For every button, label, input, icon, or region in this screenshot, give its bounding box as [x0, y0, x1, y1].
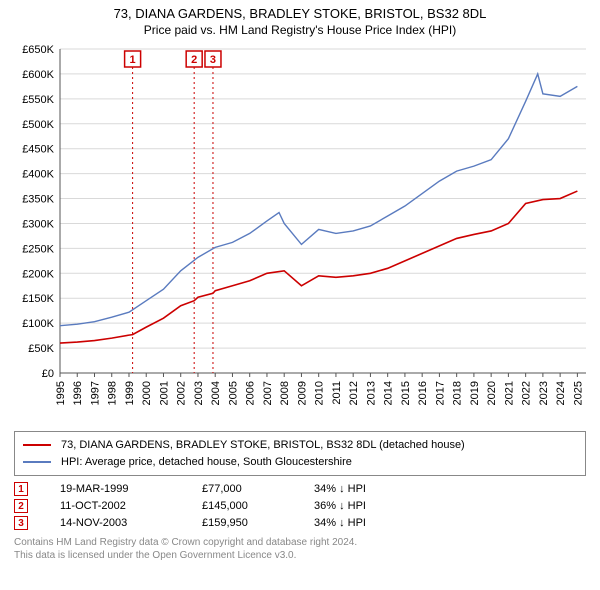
- event-marker: 1: [14, 482, 28, 496]
- xtick-label: 2020: [486, 381, 498, 405]
- legend-swatch: [23, 461, 51, 463]
- event-date: 19-MAR-1999: [60, 483, 170, 495]
- event-date: 11-OCT-2002: [60, 500, 170, 512]
- xtick-label: 2016: [417, 381, 429, 405]
- ytick-label: £300K: [22, 218, 54, 230]
- ytick-label: £350K: [22, 194, 54, 206]
- ytick-label: £550K: [22, 94, 54, 106]
- xtick-label: 2021: [503, 381, 515, 405]
- event-pct: 34% ↓ HPI: [314, 517, 404, 529]
- ytick-label: £100K: [22, 318, 54, 330]
- xtick-label: 2012: [348, 381, 360, 405]
- ytick-label: £150K: [22, 293, 54, 305]
- ytick-label: £0: [42, 368, 54, 380]
- footer-attribution: Contains HM Land Registry data © Crown c…: [14, 536, 586, 562]
- footer-line2: This data is licensed under the Open Gov…: [14, 549, 586, 562]
- event-marker-num: 3: [210, 54, 216, 66]
- ytick-label: £600K: [22, 69, 54, 81]
- xtick-label: 2008: [279, 381, 291, 405]
- ytick-label: £450K: [22, 144, 54, 156]
- event-price: £159,950: [202, 517, 282, 529]
- xtick-label: 2007: [262, 381, 274, 405]
- xtick-label: 2017: [434, 381, 446, 405]
- ytick-label: £250K: [22, 243, 54, 255]
- xtick-label: 2011: [331, 381, 343, 405]
- legend-box: 73, DIANA GARDENS, BRADLEY STOKE, BRISTO…: [14, 431, 586, 476]
- event-price: £77,000: [202, 483, 282, 495]
- xtick-label: 2000: [141, 381, 153, 405]
- xtick-label: 1995: [55, 381, 67, 405]
- legend-swatch: [23, 444, 51, 446]
- xtick-label: 2004: [210, 381, 222, 405]
- event-marker-num: 1: [130, 54, 136, 66]
- xtick-label: 2005: [227, 381, 239, 405]
- event-marker: 3: [14, 516, 28, 530]
- legend-label: 73, DIANA GARDENS, BRADLEY STOKE, BRISTO…: [61, 437, 465, 454]
- xtick-label: 1999: [124, 381, 136, 405]
- event-row: 1 19-MAR-1999 £77,000 34% ↓ HPI: [14, 482, 586, 496]
- xtick-label: 2003: [193, 381, 205, 405]
- xtick-label: 1997: [89, 381, 101, 405]
- series-property: [60, 191, 577, 343]
- xtick-label: 2024: [555, 381, 567, 405]
- xtick-label: 1996: [72, 381, 84, 405]
- xtick-label: 2022: [521, 381, 533, 405]
- xtick-label: 1998: [107, 381, 119, 405]
- chart-area: £0 £50K £100K £150K £200K £250K £300K £350K £400…: [10, 43, 590, 423]
- ytick-label: £650K: [22, 44, 54, 56]
- line-chart-svg: £0 £50K £100K £150K £200K £250K £300K £350K £400…: [10, 43, 590, 423]
- series-hpi: [60, 74, 577, 326]
- chart-subtitle: Price paid vs. HM Land Registry's House …: [10, 23, 590, 37]
- xtick-label: 2010: [314, 381, 326, 405]
- xtick-label: 2025: [572, 381, 584, 405]
- xtick-label: 2023: [538, 381, 550, 405]
- ytick-label: £200K: [22, 268, 54, 280]
- footer-line1: Contains HM Land Registry data © Crown c…: [14, 536, 586, 549]
- ytick-label: £400K: [22, 169, 54, 181]
- xtick-label: 2015: [400, 381, 412, 405]
- xtick-label: 2009: [296, 381, 308, 405]
- ytick-label: £50K: [28, 343, 54, 355]
- event-row: 2 11-OCT-2002 £145,000 36% ↓ HPI: [14, 499, 586, 513]
- xtick-label: 2002: [176, 381, 188, 405]
- event-marker: 2: [14, 499, 28, 513]
- event-marker-num: 2: [191, 54, 197, 66]
- xtick-label: 2006: [245, 381, 257, 405]
- chart-title: 73, DIANA GARDENS, BRADLEY STOKE, BRISTO…: [10, 6, 590, 21]
- xtick-label: 2014: [383, 381, 395, 405]
- event-price: £145,000: [202, 500, 282, 512]
- xtick-label: 2001: [158, 381, 170, 405]
- ytick-label: £500K: [22, 119, 54, 131]
- xtick-label: 2019: [469, 381, 481, 405]
- legend-row: 73, DIANA GARDENS, BRADLEY STOKE, BRISTO…: [23, 437, 577, 454]
- event-date: 14-NOV-2003: [60, 517, 170, 529]
- event-pct: 36% ↓ HPI: [314, 500, 404, 512]
- events-table: 1 19-MAR-1999 £77,000 34% ↓ HPI 2 11-OCT-2002…: [14, 482, 586, 530]
- xtick-label: 2013: [365, 381, 377, 405]
- xtick-label: 2018: [452, 381, 464, 405]
- event-pct: 34% ↓ HPI: [314, 483, 404, 495]
- legend-label: HPI: Average price, detached house, Sout…: [61, 454, 352, 471]
- legend-row: HPI: Average price, detached house, Sout…: [23, 454, 577, 471]
- event-row: 3 14-NOV-2003 £159,950 34% ↓ HPI: [14, 516, 586, 530]
